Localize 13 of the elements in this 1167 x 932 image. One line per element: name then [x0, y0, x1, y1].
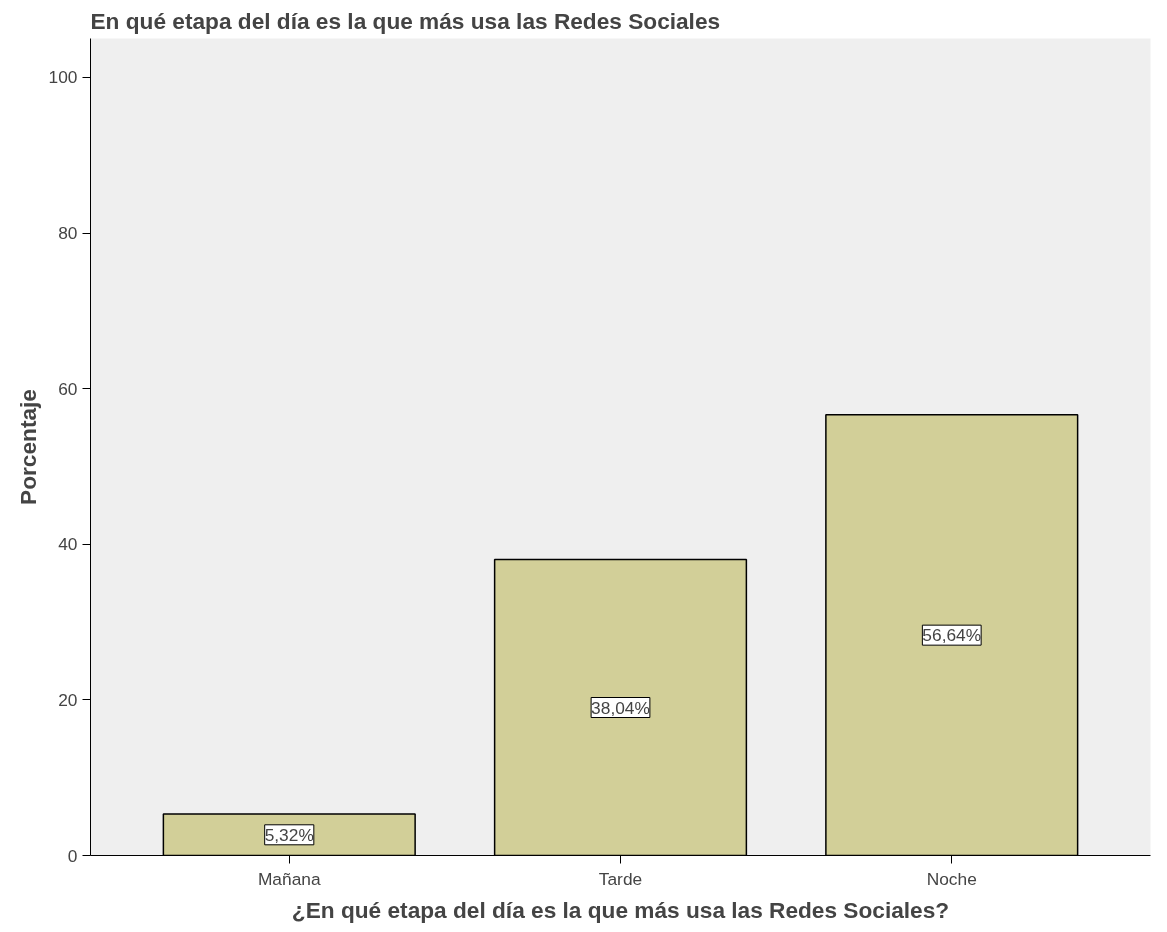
x-tick-label: Noche [926, 868, 977, 889]
y-tick-label: 40 [58, 534, 78, 555]
data-label: 56,64% [922, 625, 982, 646]
y-axis-title: Porcentaje [14, 389, 41, 505]
y-tick-label: 100 [48, 67, 78, 88]
x-axis-title: ¿En qué etapa del día es la que más usa las Redes Sociales? [291, 896, 950, 923]
y-tick-label: 0 [67, 845, 78, 866]
chart-title: En qué etapa del día es la que más usa las Redes Sociales [90, 7, 721, 34]
y-tick-label: 60 [58, 378, 78, 399]
x-tick-label: Tarde [598, 868, 643, 889]
x-tick-label: Mañana [257, 868, 321, 889]
y-tick-label: 20 [58, 689, 78, 710]
y-tick-label: 80 [58, 223, 78, 244]
